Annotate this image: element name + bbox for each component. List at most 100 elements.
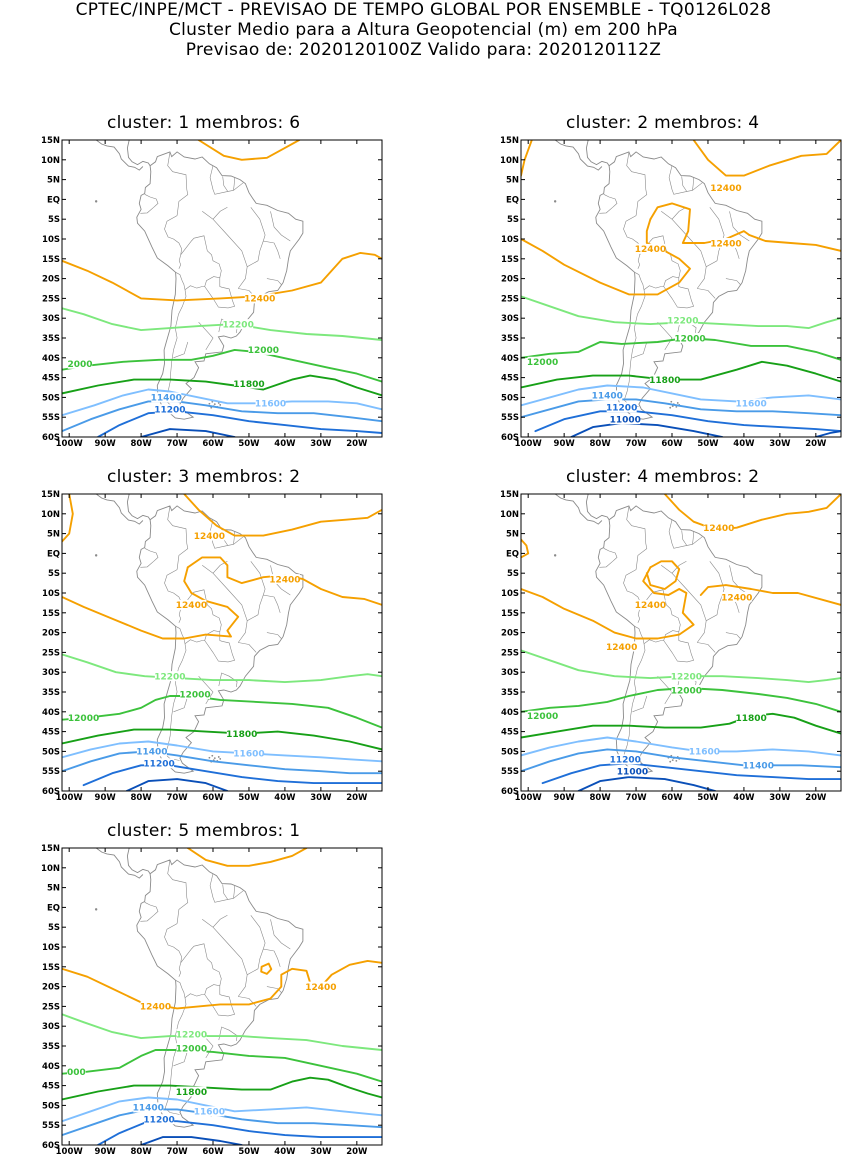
contour-label: 12400 [269,575,300,585]
contour-12400 [62,251,382,302]
contour-11000 [125,778,229,791]
contour-label: 12000 [527,358,558,368]
country-border [270,565,291,596]
map-panel-cluster-2: 12400 12400 12400 12200 12000 12000 11800 11600… [500,136,842,449]
contour-12400 [521,566,695,640]
lat-label: 45S [501,374,519,384]
contour-11000 [140,428,236,437]
contour-11400 [521,398,841,419]
lon-label: 100W [515,793,543,803]
lat-label: 35S [42,334,60,344]
country-border [725,632,741,639]
contour-label-bg [703,522,734,533]
panel-1-title: cluster: 1 membros: 6 [107,113,301,133]
lon-label: 90W [554,793,576,803]
country-border [173,1049,189,1067]
lon-label: 70W [166,793,188,803]
country-border [237,594,264,643]
island-dot [210,406,213,409]
island-dot [211,754,214,757]
lat-label: 35S [501,688,519,698]
lat-label: 5N [47,530,60,540]
contour-12400 [186,848,308,867]
contour-label-bg [154,671,185,682]
contour-11200 [97,1120,382,1145]
contour-label-bg [721,591,752,602]
lon-label: 90W [95,793,117,803]
lon-label: 30W [310,1147,332,1157]
contour-label: 12200 [671,672,702,682]
lon-label: 50W [697,793,719,803]
country-border [238,642,257,653]
country-border [681,176,688,192]
contour-label-bg [649,374,680,385]
country-border [250,915,281,967]
country-border [266,632,282,639]
lon-label: 20W [805,439,827,449]
lon-label: 70W [166,1147,188,1157]
lat-label: 15S [42,963,60,973]
lat-label: 35S [501,334,519,344]
contour-label: 12400 [194,532,225,542]
coastline-central-america-pacific [95,848,144,879]
contour-label: 12000 [671,686,702,696]
country-border [233,531,235,545]
lat-label: 5N [506,176,519,186]
country-border [657,321,673,351]
lat-label: 5S [48,215,60,225]
lat-label: 50S [42,747,60,757]
contour-12000 [62,695,382,729]
contour-label: 11400 [592,392,623,402]
country-border [202,915,228,928]
contour-label: 11200 [154,406,185,416]
lon-label: 20W [346,793,368,803]
lat-label: EQ [47,549,60,559]
country-border [173,341,189,359]
contour-label-bg [635,243,666,254]
country-border [661,207,687,220]
contour-label-bg [144,1114,175,1125]
lon-label: 30W [769,793,791,803]
contour-11400 [521,748,841,773]
lat-label: 10N [41,510,60,520]
country-border [180,943,222,998]
lat-label: 10N [500,156,519,166]
contour-label-bg [743,760,774,771]
contour-label: 12000 [674,334,705,344]
contour-12400 [663,494,841,531]
coastline-south-america [595,505,763,774]
island-dot [219,758,222,760]
lon-label: 80W [130,1147,152,1157]
lat-label: 15N [41,490,60,500]
contour-label: 12400 [244,295,275,305]
lon-label: 60W [661,439,683,449]
contour-label: 11200 [143,1116,174,1126]
contour-label-bg [180,688,211,699]
contour-11400 [62,400,382,433]
lat-label: 15S [42,255,60,265]
island-dot [669,406,672,409]
lon-label: 60W [202,793,224,803]
contour-12000 [62,1049,382,1083]
lat-label: EQ [47,903,60,913]
contour-label-bg [610,414,641,425]
contour-label-bg [736,712,767,723]
country-border [266,986,282,993]
lon-label: 40W [274,439,296,449]
lat-label: 60S [42,1141,60,1151]
country-border [204,985,235,1017]
contour-label: 12400 [721,593,752,603]
lat-label: 20S [42,983,60,993]
contour-11800 [521,360,841,389]
coastline-south-america [136,151,304,420]
country-border [663,277,694,309]
country-border [164,289,187,407]
contour-label-bg [736,398,767,409]
contour-12200 [62,653,382,684]
contour-label-bg [176,1042,207,1053]
country-border [233,177,235,191]
map-content: 12400 12200 12000 2000 11800 11600 11400 11200 [62,140,382,437]
contour-label: 12400 [703,524,734,534]
lat-label: 25S [501,648,519,658]
country-border [639,589,681,644]
